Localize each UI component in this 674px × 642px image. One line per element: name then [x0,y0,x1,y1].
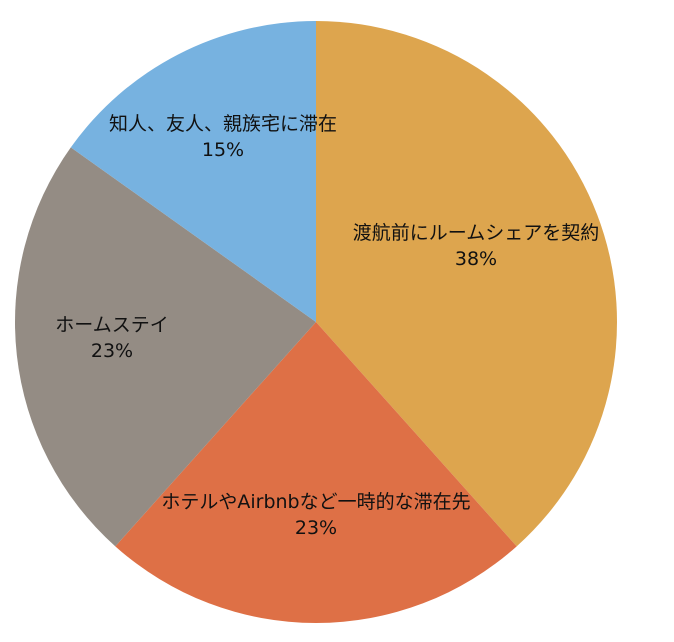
pie-slice-label-0: 渡航前にルームシェアを契約 [353,222,599,244]
pie-slice-label-group-0: 渡航前にルームシェアを契約 38% [353,222,599,270]
pie-slice-3 [70,20,316,322]
pie-slice-label-group-2: ホームステイ 23% [55,314,168,362]
pie-slice-label-group-1: ホテルやAirbnbなど一時的な滞在先 23% [161,491,470,539]
pie-slice-label-3: 知人、友人、親族宅に滞在 [109,113,337,135]
pie-slice-2 [14,147,316,547]
pie-slice-label-group-3: 知人、友人、親族宅に滞在 15% [109,113,337,161]
pie-slice-value-0: 38% [455,248,497,270]
pie-slice-value-1: 23% [295,517,337,539]
pie-slice-0 [316,21,617,547]
pie-slice-label-2: ホームステイ [55,314,168,336]
pie-slice-label-1: ホテルやAirbnbなど一時的な滞在先 [161,491,470,513]
pie-slice-value-2: 23% [91,340,133,362]
pie-slice-value-3: 15% [202,139,244,161]
pie-slice-1 [115,322,517,623]
